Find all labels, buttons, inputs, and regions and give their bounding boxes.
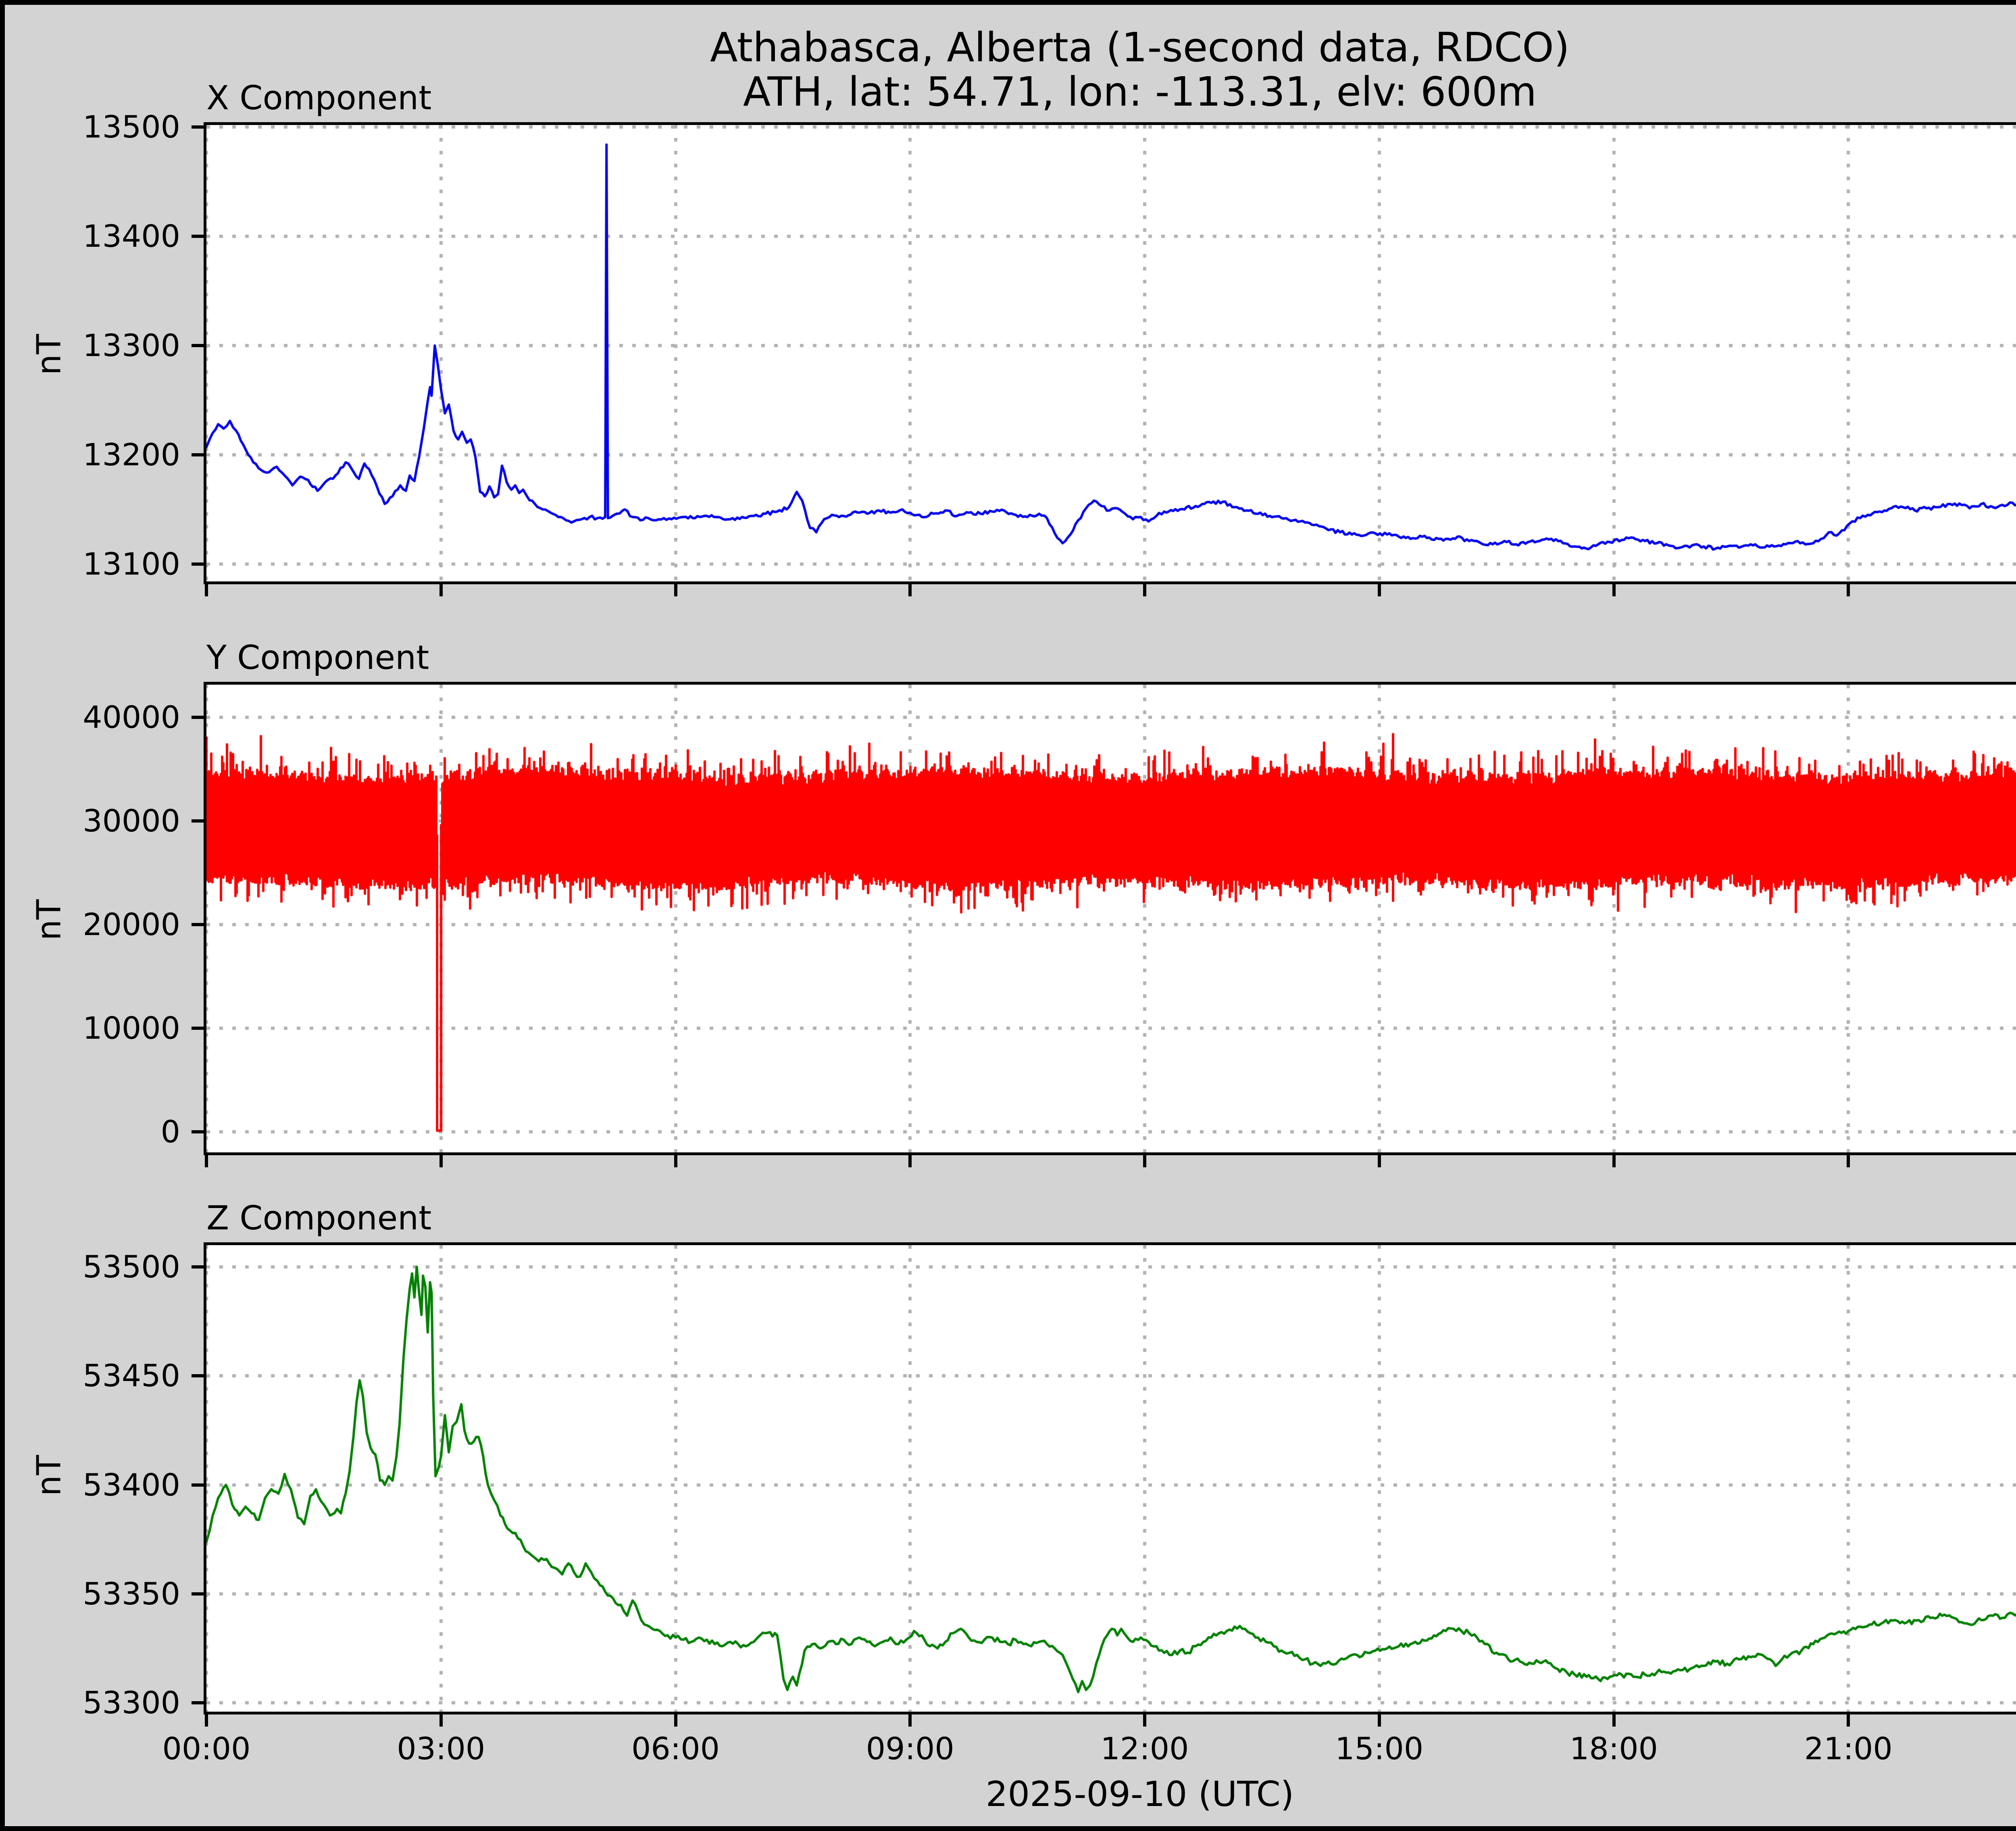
y-tick: [192, 1701, 204, 1705]
x-tick-label: 00:00: [162, 1731, 251, 1766]
y-tick-label: 30000: [83, 803, 180, 839]
x-tick: [1377, 584, 1381, 596]
y-tick: [192, 125, 204, 129]
y-tick: [192, 923, 204, 926]
y-tick: [192, 453, 204, 456]
x-tick-label: 21:00: [1804, 1731, 1893, 1766]
y-tick: [192, 819, 204, 823]
x-tick: [1612, 584, 1616, 596]
x-tick: [439, 584, 443, 596]
y-tick-label: 53500: [83, 1249, 180, 1285]
x-tick: [1847, 584, 1850, 596]
y-component-canvas: [206, 685, 2016, 1152]
x-tick: [439, 1714, 443, 1727]
x-component-canvas: [206, 125, 2016, 581]
figure-title-line1: Athabasca, Alberta (1-second data, RDCO): [710, 24, 1570, 71]
y-tick-label: 13400: [83, 218, 180, 254]
y-tick: [192, 1130, 204, 1133]
z-component-canvas: [206, 1245, 2016, 1712]
y-tick: [192, 1374, 204, 1378]
z-component-plot: [204, 1242, 2016, 1714]
x-tick: [1143, 1714, 1146, 1727]
y-tick-label: 13500: [83, 109, 180, 145]
y-tick: [192, 344, 204, 348]
x-tick-label: 03:00: [397, 1731, 485, 1766]
y-tick-label: 53350: [83, 1576, 180, 1612]
x-tick: [1847, 1155, 1850, 1167]
y-tick: [192, 1592, 204, 1596]
x-tick: [908, 1155, 912, 1167]
x-tick: [1847, 1714, 1850, 1727]
y-tick-label: 53300: [83, 1685, 180, 1721]
y-tick-label: 0: [160, 1114, 180, 1150]
x-tick: [205, 1155, 208, 1167]
y-component-plot: [204, 682, 2016, 1155]
y-tick: [192, 716, 204, 719]
x-tick: [1377, 1155, 1381, 1167]
x-tick: [439, 1155, 443, 1167]
x-tick: [674, 1155, 677, 1167]
y-tick-label: 13200: [83, 436, 180, 473]
x-tick: [1377, 1714, 1381, 1727]
x-tick: [1612, 1714, 1616, 1727]
y-tick-label: 40000: [83, 699, 180, 735]
x-tick: [205, 584, 208, 596]
figure-title-line2: ATH, lat: 54.71, lon: -113.31, elv: 600m: [743, 68, 1537, 115]
y-tick: [192, 562, 204, 566]
x-tick: [674, 584, 677, 596]
x-tick: [908, 1714, 912, 1727]
y-tick: [192, 235, 204, 238]
x-component-plot: [204, 122, 2016, 584]
z-component-title: Z Component: [206, 1199, 432, 1237]
x-tick: [674, 1714, 677, 1727]
x-tick: [205, 1714, 208, 1727]
y-tick-label: 10000: [83, 1010, 180, 1046]
x-component-title: X Component: [206, 79, 432, 117]
y-tick-label: 53450: [83, 1358, 180, 1394]
x-tick-label: 06:00: [631, 1731, 720, 1766]
y-tick-label: 13300: [83, 327, 180, 364]
x-tick: [1612, 1155, 1616, 1167]
y-tick-label: 20000: [83, 906, 180, 942]
y-tick-label: 13100: [83, 546, 180, 582]
x-tick-label: 09:00: [866, 1731, 954, 1766]
x-axis-label: 2025-09-10 (UTC): [985, 1774, 1294, 1814]
x-tick: [1143, 1155, 1146, 1167]
y-tick-label: 53400: [83, 1466, 180, 1503]
y-tick: [192, 1265, 204, 1269]
y-tick: [192, 1027, 204, 1030]
y-tick: [192, 1483, 204, 1487]
x-tick: [1143, 584, 1146, 596]
x-tick-label: 18:00: [1569, 1731, 1658, 1766]
x-tick-label: 12:00: [1100, 1731, 1189, 1766]
y-component-title: Y Component: [206, 639, 429, 677]
x-tick-label: 15:00: [1335, 1731, 1424, 1766]
x-tick: [908, 584, 912, 596]
